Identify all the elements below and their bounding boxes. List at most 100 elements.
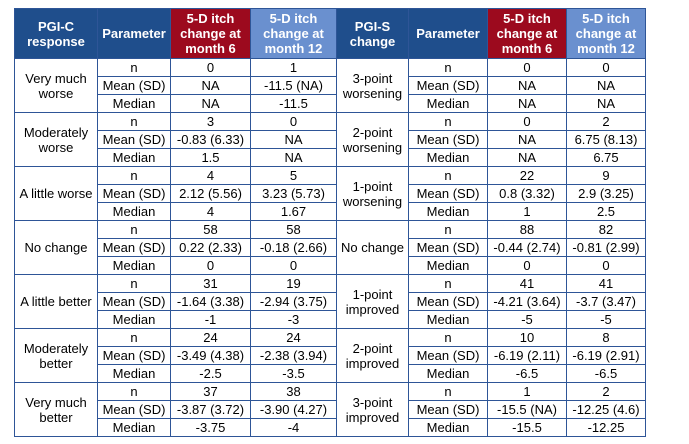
table-row: Median 4 1.67 Median 1 2.5: [15, 202, 646, 221]
parameter-cell: n: [408, 274, 488, 293]
header-cell: Parameter: [408, 8, 488, 59]
table-row: Mean (SD) NA -11.5 (NA) Mean (SD) NA NA: [15, 76, 646, 95]
value-cell: -4.21 (3.64): [487, 292, 567, 311]
value-cell: 0: [487, 256, 567, 275]
value-cell: 37: [170, 382, 251, 401]
value-cell: 2: [566, 112, 646, 131]
header-cell: 5-D itch change at month 12: [566, 8, 646, 59]
parameter-cell: Mean (SD): [97, 184, 171, 203]
parameter-cell: Median: [408, 310, 488, 329]
parameter-cell: Mean (SD): [408, 346, 488, 365]
value-cell: 3: [170, 112, 251, 131]
value-cell: -3: [250, 310, 337, 329]
value-cell: 2.5: [566, 202, 646, 221]
value-cell: -6.5: [487, 364, 567, 383]
table-row: Mean (SD) -3.87 (3.72) -3.90 (4.27) Mean (S…: [15, 400, 646, 419]
value-cell: 3.23 (5.73): [250, 184, 337, 203]
parameter-cell: n: [408, 382, 488, 401]
header-row: PGI-C response Parameter 5-D itch change a…: [14, 8, 646, 59]
group-label: Moderately worse: [14, 112, 98, 167]
value-cell: 1: [487, 382, 567, 401]
value-cell: -2.94 (3.75): [250, 292, 337, 311]
value-cell: NA: [487, 76, 567, 95]
value-cell: -0.81 (2.99): [566, 238, 646, 257]
group-label: Very much worse: [14, 58, 98, 113]
value-cell: -5: [566, 310, 646, 329]
table-row: Median NA -11.5 Median NA NA: [15, 94, 646, 113]
parameter-cell: n: [408, 220, 488, 239]
value-cell: 0: [566, 58, 646, 77]
group-label: Very much better: [14, 382, 98, 437]
group-label: 3-point improved: [336, 382, 409, 437]
table-body: Very much worse n 0 1 3-point worsening n 0 0 Me…: [14, 58, 646, 437]
value-cell: -3.49 (4.38): [170, 346, 251, 365]
value-cell: 0: [566, 256, 646, 275]
value-cell: -2.38 (3.94): [250, 346, 337, 365]
parameter-cell: Median: [97, 202, 171, 221]
value-cell: -12.25 (4.6): [566, 400, 646, 419]
parameter-cell: Median: [97, 310, 171, 329]
parameter-cell: Median: [408, 94, 488, 113]
value-cell: -6.19 (2.91): [566, 346, 646, 365]
value-cell: 24: [250, 328, 337, 347]
value-cell: 19: [250, 274, 337, 293]
group-label: 2-point improved: [336, 328, 409, 383]
parameter-cell: Mean (SD): [408, 238, 488, 257]
parameter-cell: Median: [97, 256, 171, 275]
value-cell: 41: [487, 274, 567, 293]
parameter-cell: n: [97, 112, 171, 131]
value-cell: 1.5: [170, 148, 251, 167]
value-cell: -0.44 (2.74): [487, 238, 567, 257]
value-cell: -3.75: [170, 418, 251, 437]
parameter-cell: Median: [408, 202, 488, 221]
value-cell: NA: [566, 94, 646, 113]
value-cell: 0: [250, 112, 337, 131]
value-cell: -15.5: [487, 418, 567, 437]
parameter-cell: Median: [408, 148, 488, 167]
value-cell: 9: [566, 166, 646, 185]
parameter-cell: Median: [97, 148, 171, 167]
table-row: Moderately better n 24 24 2-point improved n 1…: [14, 328, 646, 383]
value-cell: -0.83 (6.33): [170, 130, 251, 149]
value-cell: -6.19 (2.11): [487, 346, 567, 365]
parameter-cell: n: [408, 166, 488, 185]
value-cell: -2.5: [170, 364, 251, 383]
value-cell: 0.22 (2.33): [170, 238, 251, 257]
parameter-cell: Mean (SD): [97, 76, 171, 95]
table-row: Median -1 -3 Median -5 -5: [15, 310, 646, 329]
header-cell: 5-D itch change at month 6: [170, 8, 251, 59]
value-cell: 1.67: [250, 202, 337, 221]
parameter-cell: Mean (SD): [408, 400, 488, 419]
value-cell: 24: [170, 328, 251, 347]
header-cell: PGI-C response: [14, 8, 98, 59]
table-row: Mean (SD) 2.12 (5.56) 3.23 (5.73) Mean (SD)…: [15, 184, 646, 203]
group-label: 1-point improved: [336, 274, 409, 329]
group-label: 2-point worsening: [336, 112, 409, 167]
parameter-cell: Mean (SD): [97, 292, 171, 311]
results-table: PGI-C response Parameter 5-D itch change a…: [14, 8, 646, 437]
value-cell: 6.75: [566, 148, 646, 167]
value-cell: NA: [487, 94, 567, 113]
parameter-cell: Median: [97, 418, 171, 437]
value-cell: -11.5 (NA): [250, 76, 337, 95]
value-cell: 22: [487, 166, 567, 185]
group-label: No change: [336, 220, 409, 275]
header-cell: PGI-S change: [336, 8, 409, 59]
parameter-cell: n: [97, 382, 171, 401]
value-cell: 5: [250, 166, 337, 185]
value-cell: -3.87 (3.72): [170, 400, 251, 419]
group-label: No change: [14, 220, 98, 275]
parameter-cell: n: [97, 274, 171, 293]
value-cell: 58: [250, 220, 337, 239]
value-cell: -5: [487, 310, 567, 329]
parameter-cell: n: [97, 328, 171, 347]
value-cell: -4: [250, 418, 337, 437]
header-cell: Parameter: [97, 8, 171, 59]
value-cell: 1: [250, 58, 337, 77]
value-cell: 31: [170, 274, 251, 293]
group-label: A little better: [14, 274, 98, 329]
parameter-cell: n: [97, 166, 171, 185]
value-cell: 1: [487, 202, 567, 221]
parameter-cell: Mean (SD): [97, 130, 171, 149]
value-cell: NA: [566, 76, 646, 95]
